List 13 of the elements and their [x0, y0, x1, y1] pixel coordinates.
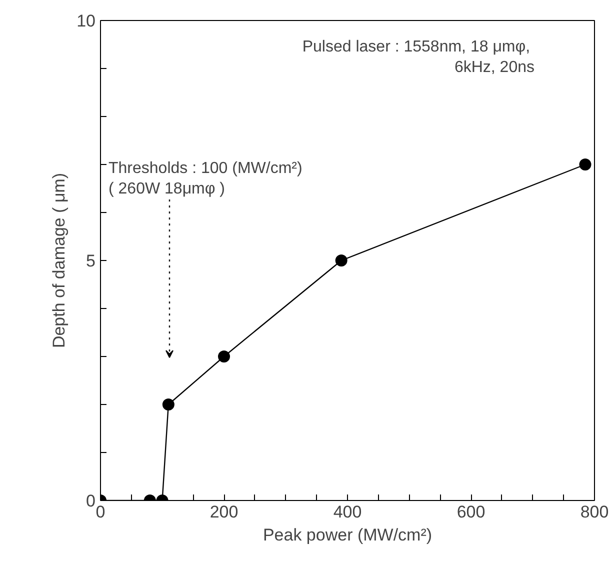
x-tick-label: 600: [456, 502, 486, 522]
x-tick-label: 800: [580, 502, 609, 522]
x-tick-label: 400: [333, 502, 362, 522]
point: [579, 158, 592, 170]
y-axis-title: Depth of damage ( μm): [50, 172, 69, 348]
annotation: Pulsed laser : 1558nm, 18 μmφ, 6kHz, 20ns: [302, 38, 535, 76]
y-tick-label: 10: [76, 12, 96, 30]
annotation: Thresholds : 100 (MW/cm²) ( 260W 18μmφ ): [108, 160, 302, 198]
x-tick-label: 200: [210, 502, 238, 522]
point: [335, 254, 348, 266]
point: [218, 350, 230, 362]
y-tick-label: 5: [86, 252, 96, 270]
x-axis-title: Peak power (MW/cm²): [262, 526, 432, 544]
